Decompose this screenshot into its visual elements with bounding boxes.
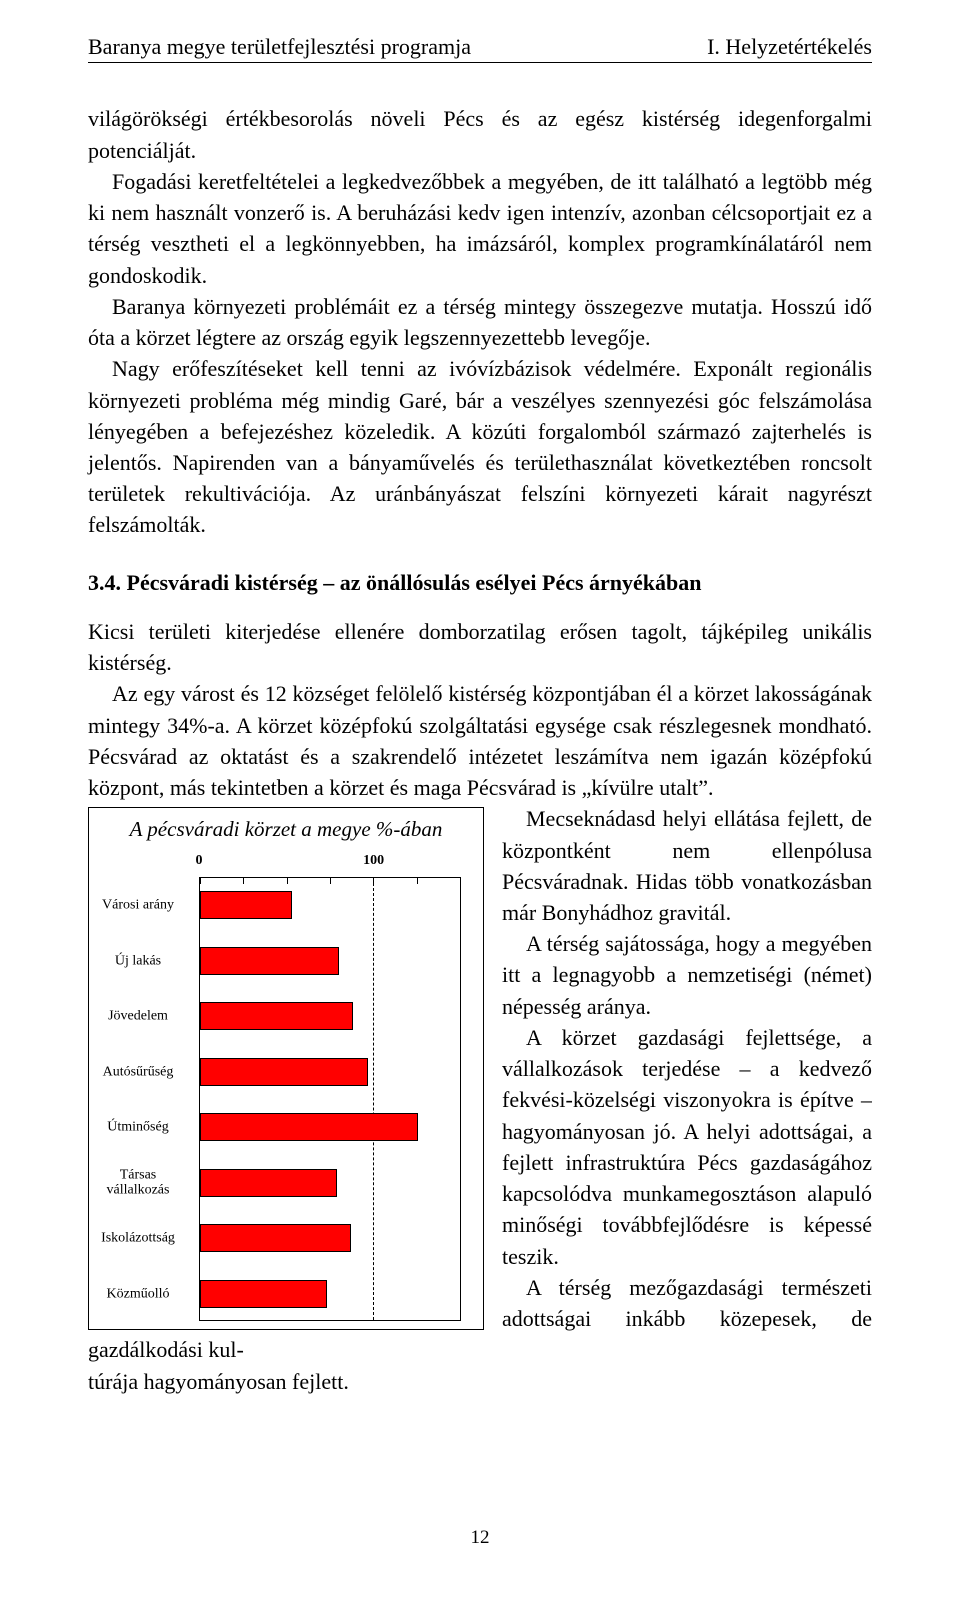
- chart-bar-label: Városi arány: [88, 898, 200, 913]
- chart-bar-label: Társas vállalkozás: [88, 1167, 200, 1198]
- section-heading: 3.4. Pécsváradi kistérség – az önállósul…: [88, 567, 872, 598]
- chart-tick: [243, 878, 244, 884]
- chart-bar-label: Jövedelem: [88, 1009, 200, 1024]
- header-right: I. Helyzetértékelés: [707, 34, 872, 60]
- paragraph-6: Az egy várost és 12 községet felölelő ki…: [88, 678, 872, 803]
- chart-tick: [417, 878, 418, 884]
- chart-bar-label: Új lakás: [88, 953, 200, 968]
- chart-bar-label: Autósűrűség: [88, 1064, 200, 1079]
- page-number: 12: [0, 1527, 960, 1549]
- chart-bar: [200, 1169, 337, 1197]
- paragraph-3: Baranya környezeti problémáit ez a térsé…: [88, 291, 872, 353]
- chart-title: A pécsváradi körzet a megye %-ában: [97, 816, 475, 842]
- chart-tick-label: 100: [363, 851, 384, 871]
- chart-bar: [200, 891, 292, 919]
- paragraph-after-chart: túrája hagyományosan fejlett.: [88, 1366, 872, 1397]
- chart-card: A pécsváradi körzet a megye %-ában 0 100 …: [88, 807, 484, 1329]
- chart-bar-row: Iskolázottság: [200, 1224, 460, 1252]
- chart-bar-label: Közműolló: [88, 1286, 200, 1301]
- chart-bar: [200, 1224, 351, 1252]
- paragraph-2: Fogadási keretfeltételei a legkedvezőbbe…: [88, 166, 872, 291]
- chart-tick-label: 0: [196, 851, 203, 871]
- chart-bar-row: Új lakás: [200, 947, 460, 975]
- chart-bar-row: Társas vállalkozás: [200, 1169, 460, 1197]
- chart-bar: [200, 1058, 368, 1086]
- chart-bar-row: Jövedelem: [200, 1002, 460, 1030]
- paragraph-4: Nagy erőfeszítéseket kell tenni az ivóví…: [88, 353, 872, 540]
- chart-tick: [200, 878, 201, 884]
- chart-bar-row: Autósűrűség: [200, 1058, 460, 1086]
- chart-bar-row: Városi arány: [200, 891, 460, 919]
- chart-bar: [200, 1113, 418, 1141]
- chart-plot: Városi arány Új lakás Jövedelem Autósűrűség…: [199, 877, 461, 1321]
- chart-bar-label: Útminőség: [88, 1120, 200, 1135]
- body-text: világörökségi értékbesorolás növeli Pécs…: [88, 103, 872, 1396]
- chart-axis-scale: 0 100: [199, 851, 461, 879]
- page-header: Baranya megye területfejlesztési program…: [88, 34, 872, 60]
- page: Baranya megye területfejlesztési program…: [0, 0, 960, 1609]
- chart-bar-row: Útminőség: [200, 1113, 460, 1141]
- header-left: Baranya megye területfejlesztési program…: [88, 34, 471, 60]
- chart-bar-label: Iskolázottság: [88, 1231, 200, 1246]
- paragraph-1: világörökségi értékbesorolás növeli Pécs…: [88, 103, 872, 165]
- chart-tick: [287, 878, 288, 884]
- chart-area: 0 100 Városi arány Új lakás Jövedelem Autósű…: [199, 851, 461, 1321]
- paragraph-5: Kicsi területi kiterjedése ellenére domb…: [88, 616, 872, 678]
- chart-tick: [330, 878, 331, 884]
- chart-bar-row: Közműolló: [200, 1280, 460, 1308]
- chart-and-text-wrap: A pécsváradi körzet a megye %-ában 0 100 …: [88, 803, 872, 1365]
- chart-bar: [200, 947, 339, 975]
- chart-bar: [200, 1280, 327, 1308]
- header-underline: [88, 62, 872, 63]
- chart-bar: [200, 1002, 353, 1030]
- chart-gridline: [373, 878, 374, 1320]
